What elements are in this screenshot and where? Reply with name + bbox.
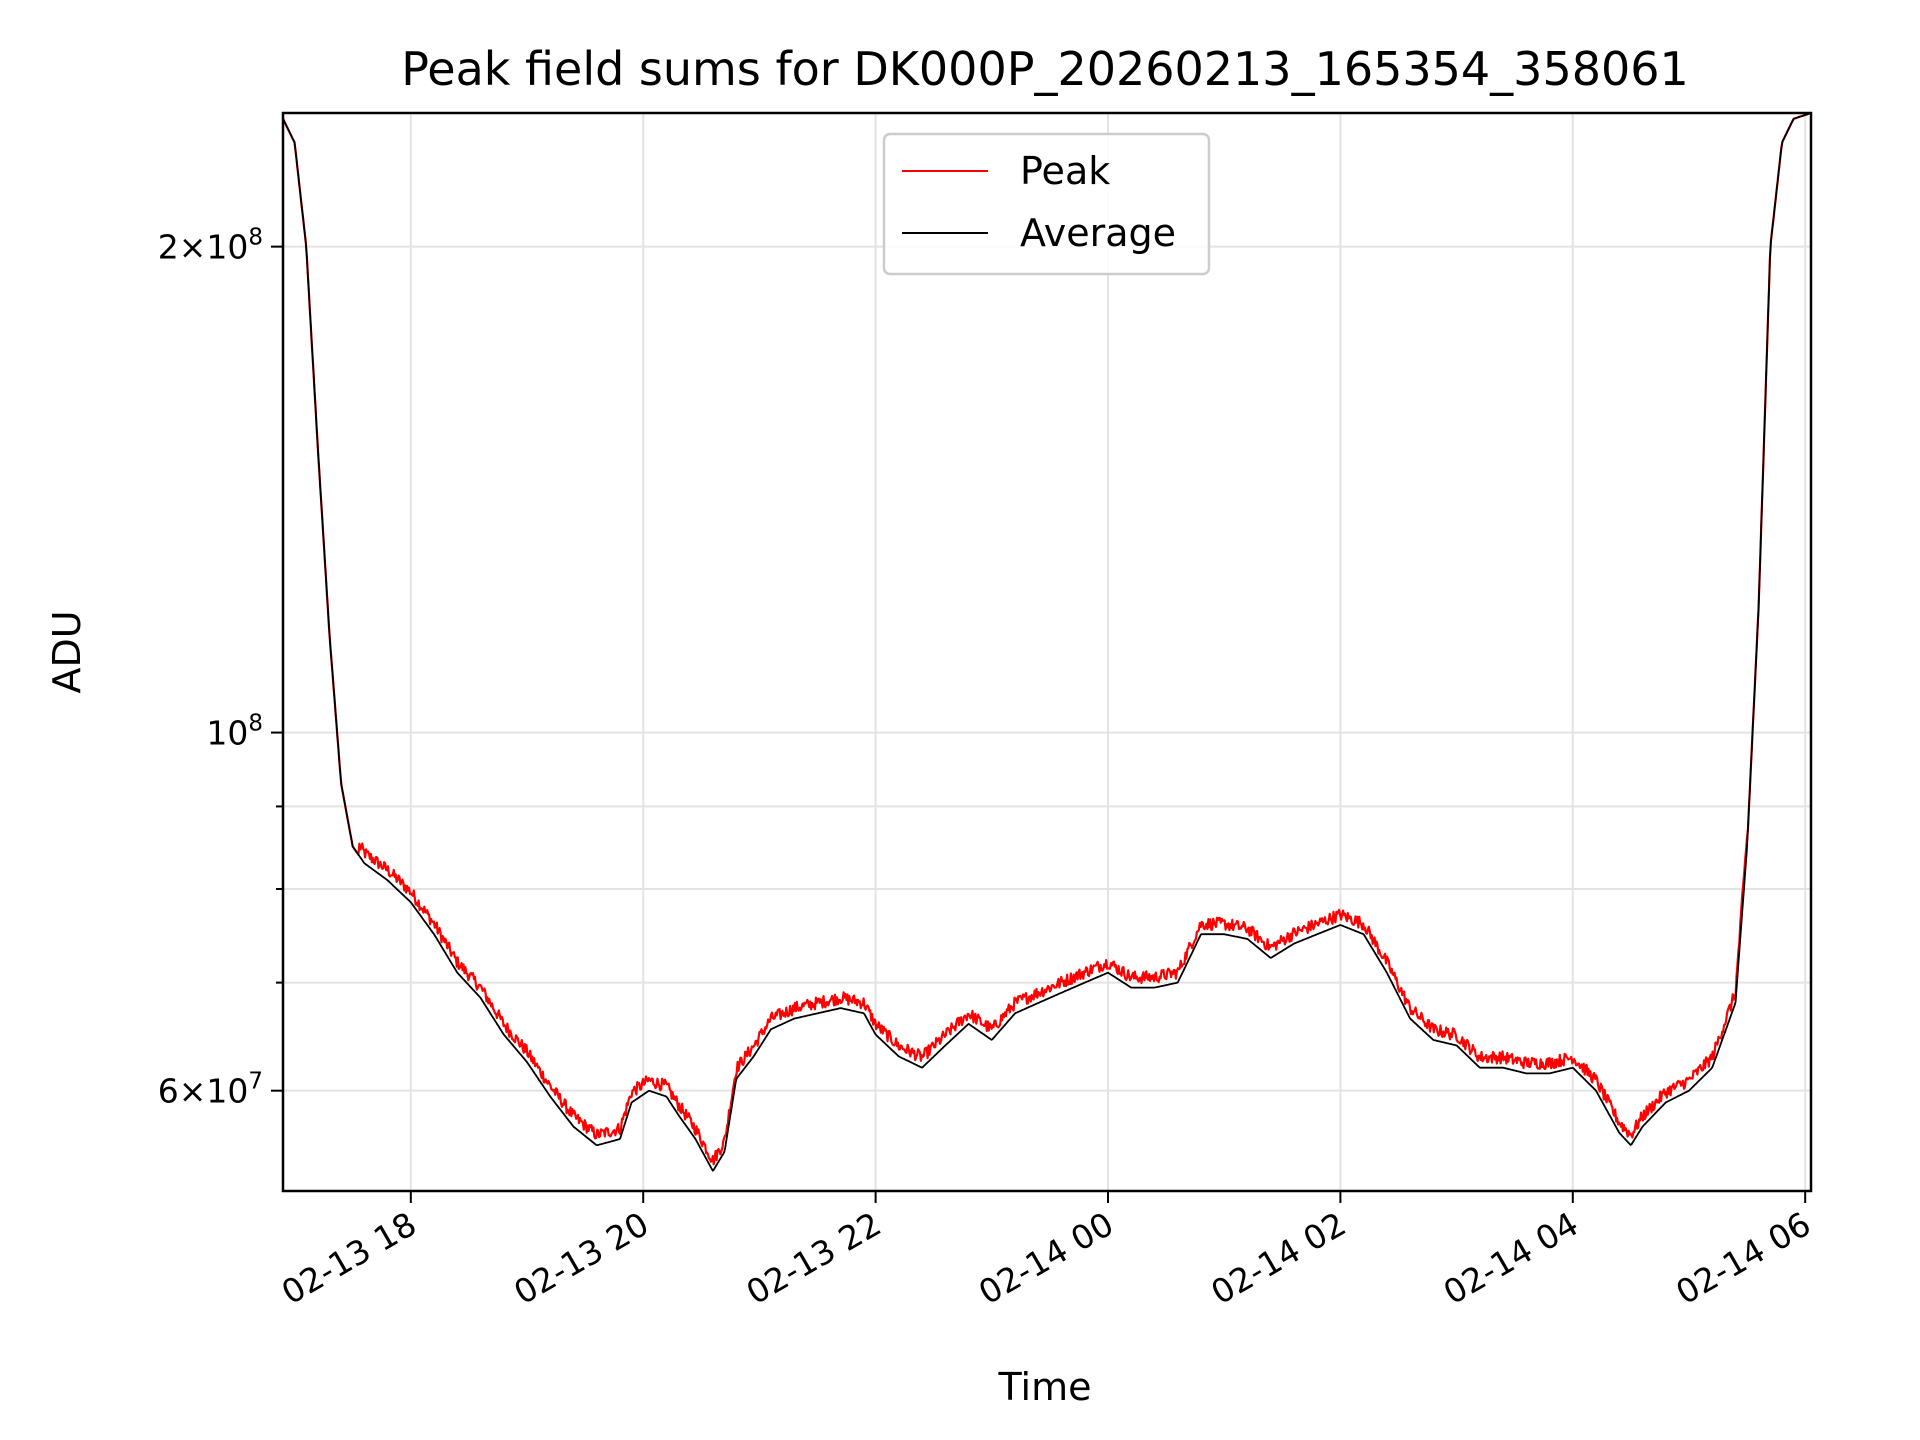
legend-label-peak: Peak (1020, 149, 1110, 193)
x-axis-label: Time (998, 1365, 1092, 1409)
legend: Peak Average (882, 132, 1211, 276)
series-line-peak (282, 111, 1812, 1166)
y-axis-label: ADU (45, 610, 89, 693)
chart-title: Peak field sums for DK000P_20260213_1653… (401, 42, 1689, 96)
y-tick-label-0: 2×108 (158, 225, 263, 267)
plot-frame (281, 111, 1813, 1193)
y-tick-label-1: 108 (206, 711, 263, 753)
series-lines (282, 111, 1812, 1172)
legend-label-average: Average (1020, 211, 1176, 255)
y-tick-label-2: 6×107 (158, 1069, 263, 1111)
series-line-average (282, 112, 1812, 1172)
plot-area (283, 113, 1811, 1191)
legend-box (882, 132, 1211, 276)
